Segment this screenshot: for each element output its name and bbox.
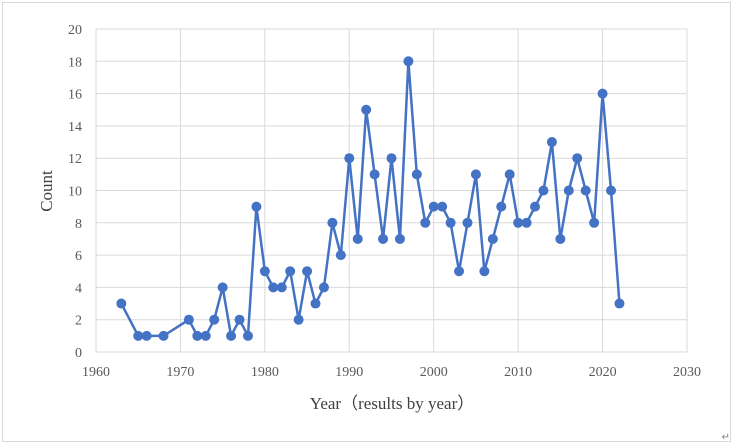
y-tick-label: 4 (75, 281, 82, 296)
x-tick-label: 2030 (673, 365, 701, 380)
data-point (158, 330, 169, 341)
data-point (437, 201, 448, 212)
data-point (318, 282, 329, 293)
y-tick-label: 10 (68, 185, 82, 200)
data-point (116, 298, 127, 309)
data-point (462, 217, 473, 228)
data-point (285, 266, 296, 277)
y-tick-label: 6 (75, 249, 82, 264)
y-tick-label: 14 (68, 120, 82, 135)
y-tick-label: 8 (75, 217, 82, 232)
data-point (479, 266, 490, 277)
data-point (200, 330, 211, 341)
series-layer (116, 56, 625, 341)
y-tick-label: 0 (75, 346, 82, 361)
data-point (538, 185, 549, 196)
data-point (234, 314, 245, 325)
data-point (361, 104, 372, 115)
series-line (120, 60, 621, 338)
y-tick-labels: 0 2 4 6 8 10 12 14 16 18 20 (68, 23, 82, 361)
data-point (327, 217, 338, 228)
y-tick-label: 20 (68, 23, 82, 38)
data-point (614, 298, 625, 309)
y-tick-label: 2 (75, 314, 82, 329)
x-tick-labels: 1960 1970 1980 1990 2000 2010 2020 2030 (82, 365, 701, 380)
data-point (192, 330, 203, 341)
data-point (563, 185, 574, 196)
data-point (209, 314, 220, 325)
data-point (487, 233, 498, 244)
data-point (352, 233, 363, 244)
data-point (133, 330, 144, 341)
data-point (496, 201, 507, 212)
data-point (251, 201, 262, 212)
data-point (369, 169, 380, 180)
data-point (530, 201, 541, 212)
data-point (555, 233, 566, 244)
data-point (580, 185, 591, 196)
data-point (183, 314, 194, 325)
x-tick-label: 1970 (166, 365, 194, 380)
x-tick-label: 2000 (420, 365, 448, 380)
data-point (445, 217, 456, 228)
x-axis-title: Year（results by year） (310, 394, 474, 413)
data-point (470, 169, 481, 180)
y-tick-label: 16 (68, 88, 82, 103)
data-point (217, 282, 228, 293)
data-point (411, 169, 422, 180)
x-tick-label: 2020 (589, 365, 617, 380)
y-tick-label: 18 (68, 55, 82, 70)
paragraph-mark: ↵ (722, 432, 730, 443)
data-point (302, 266, 313, 277)
data-point (335, 250, 346, 261)
data-point (546, 137, 557, 148)
data-point (344, 153, 355, 164)
data-point (428, 201, 439, 212)
data-point (606, 185, 617, 196)
data-point (394, 233, 405, 244)
data-point (504, 169, 515, 180)
data-point (268, 282, 279, 293)
x-tick-label: 1980 (251, 365, 279, 380)
data-point (420, 217, 431, 228)
gridlines (95, 28, 688, 353)
data-point (242, 330, 253, 341)
data-point (378, 233, 389, 244)
data-point (226, 330, 237, 341)
data-point (589, 217, 600, 228)
data-point (310, 298, 321, 309)
x-tick-label: 1960 (82, 365, 110, 380)
x-tick-label: 1990 (335, 365, 363, 380)
y-tick-label: 12 (68, 152, 82, 167)
data-point (276, 282, 287, 293)
y-axis-title: Count (37, 170, 56, 212)
data-point (293, 314, 304, 325)
data-point (454, 266, 465, 277)
data-point (141, 330, 152, 341)
data-point (259, 266, 270, 277)
data-point (572, 153, 583, 164)
data-point (513, 217, 524, 228)
data-point (403, 56, 414, 67)
data-point (521, 217, 532, 228)
data-point (597, 88, 608, 99)
chart-frame (2, 2, 731, 442)
x-tick-label: 2010 (504, 365, 532, 380)
data-point (386, 153, 397, 164)
